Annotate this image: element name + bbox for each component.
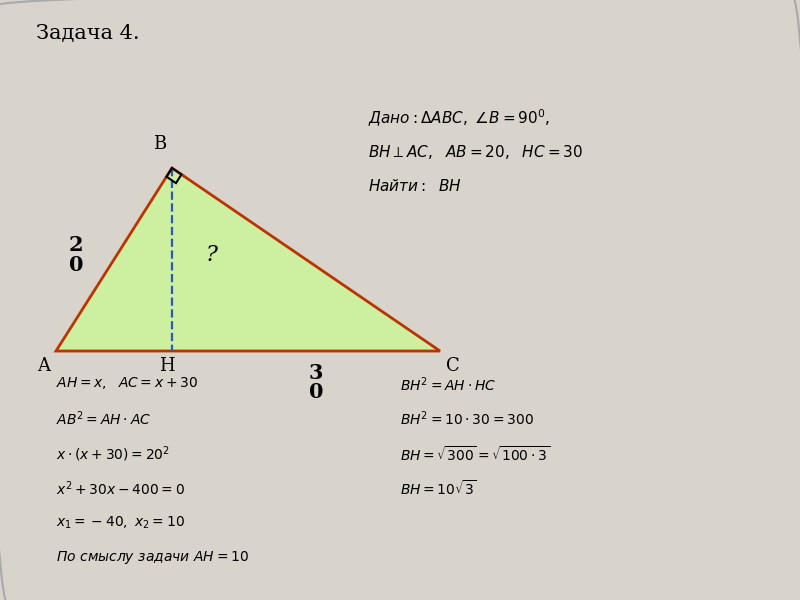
Text: $AB^2=AH \cdot AC$: $AB^2=AH \cdot AC$ bbox=[56, 410, 151, 428]
Text: $BH^2=AH \cdot HC$: $BH^2=AH \cdot HC$ bbox=[400, 375, 496, 394]
Text: $BH^2=10 \cdot 30=300$: $BH^2=10 \cdot 30=300$ bbox=[400, 410, 534, 428]
Text: $\mathit{Найти}: \ \ \mathit{BH}$: $\mathit{Найти}: \ \ \mathit{BH}$ bbox=[368, 178, 462, 194]
Text: $\mathit{BH} \perp \mathit{AC}, \ \ \mathit{AB}=20, \ \ \mathit{HC}=30$: $\mathit{BH} \perp \mathit{AC}, \ \ \mat… bbox=[368, 143, 583, 161]
Polygon shape bbox=[56, 168, 440, 351]
Text: $x \cdot (x+30)=20^2$: $x \cdot (x+30)=20^2$ bbox=[56, 445, 170, 464]
Text: H: H bbox=[158, 357, 174, 375]
Text: $x_1=-40, \ x_2=10$: $x_1=-40, \ x_2=10$ bbox=[56, 514, 185, 530]
Text: A: A bbox=[38, 357, 50, 375]
Text: $BH=10\sqrt{3}$: $BH=10\sqrt{3}$ bbox=[400, 479, 477, 499]
Text: $\mathit{Дано}:\Delta ABC, \ \angle B=90^0,$: $\mathit{Дано}:\Delta ABC, \ \angle B=90… bbox=[368, 108, 550, 129]
Text: $BH=\sqrt{300}=\sqrt{100 \cdot 3}$: $BH=\sqrt{300}=\sqrt{100 \cdot 3}$ bbox=[400, 445, 550, 464]
Text: $x^2+30x-400=0$: $x^2+30x-400=0$ bbox=[56, 479, 185, 498]
Text: ?: ? bbox=[206, 244, 218, 266]
Text: 3
0: 3 0 bbox=[309, 363, 323, 402]
Text: Задача 4.: Задача 4. bbox=[36, 24, 140, 43]
Text: B: B bbox=[154, 135, 166, 153]
Text: 2
0: 2 0 bbox=[69, 235, 83, 275]
Text: C: C bbox=[446, 357, 460, 375]
Text: $\mathit{По \ смыслу \ задачи} \ AH=10$: $\mathit{По \ смыслу \ задачи} \ AH=10$ bbox=[56, 549, 249, 566]
Text: $AH=x, \ \ AC=x+30$: $AH=x, \ \ AC=x+30$ bbox=[56, 375, 198, 391]
